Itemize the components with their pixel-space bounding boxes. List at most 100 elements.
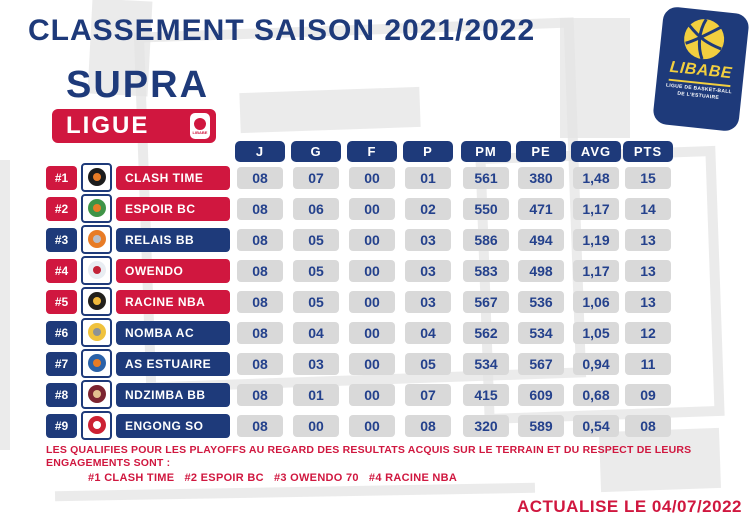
team-logo-mark — [87, 168, 106, 186]
stat-cell-avg: 1,05 — [573, 322, 619, 344]
rank-badge: #5 — [46, 290, 77, 314]
libabe-logo: LIBABE LIGUE DE BASKET-BALL DE L'ESTUAIR… — [652, 5, 750, 133]
background-watermark — [54, 482, 536, 502]
rank-badge: #2 — [46, 197, 77, 221]
stat-cell-g: 00 — [293, 415, 339, 437]
team-name: AS ESTUAIRE — [116, 352, 230, 376]
stat-cell-j: 08 — [237, 384, 283, 406]
team-logo-mark — [87, 199, 106, 217]
page-title: CLASSEMENT SAISON 2021/2022 — [28, 14, 536, 47]
stat-cell-pe: 536 — [518, 291, 564, 313]
stat-cell-g: 05 — [293, 291, 339, 313]
team-logo — [81, 194, 112, 223]
league-name-bar: LIGUE LIBABE — [52, 109, 216, 143]
rank-badge: #6 — [46, 321, 77, 345]
team-logo-accent — [92, 328, 101, 336]
stat-cell-avg: 0,94 — [573, 353, 619, 375]
column-header-f: F — [347, 141, 397, 162]
stat-cell-g: 06 — [293, 198, 339, 220]
stat-cell-avg: 0,68 — [573, 384, 619, 406]
stat-cell-pts: 13 — [625, 229, 671, 251]
stat-cell-pe: 534 — [518, 322, 564, 344]
column-header-pts: PTS — [623, 141, 673, 162]
background-watermark — [560, 18, 630, 138]
stat-cell-pe: 609 — [518, 384, 564, 406]
stat-cell-pm: 550 — [463, 198, 509, 220]
team-name: ESPOIR BC — [116, 197, 230, 221]
rank-badge: #7 — [46, 352, 77, 376]
stat-cell-p: 03 — [405, 260, 451, 282]
stat-cell-pe: 380 — [518, 167, 564, 189]
table-row: #3 RELAIS BB 08 05 00 03 586 494 1,19 13 — [0, 225, 750, 254]
background-watermark — [0, 160, 10, 450]
background-watermark — [239, 86, 421, 134]
stat-cell-pts: 13 — [625, 260, 671, 282]
team-name: OWENDO — [116, 259, 230, 283]
playoffs-note-line1: LES QUALIFIES POUR LES PLAYOFFS AU REGAR… — [46, 444, 692, 456]
stat-cell-j: 08 — [237, 260, 283, 282]
stat-cell-p: 01 — [405, 167, 451, 189]
stat-cell-f: 00 — [349, 384, 395, 406]
team-name: CLASH TIME — [116, 166, 230, 190]
stat-cell-p: 02 — [405, 198, 451, 220]
stat-cell-j: 08 — [237, 415, 283, 437]
mini-basketball-icon — [194, 117, 206, 130]
stat-cell-f: 00 — [349, 229, 395, 251]
team-logo-accent — [92, 421, 101, 429]
stat-cell-avg: 1,17 — [573, 198, 619, 220]
table-row: #2 ESPOIR BC 08 06 00 02 550 471 1,17 14 — [0, 194, 750, 223]
stat-cell-g: 07 — [293, 167, 339, 189]
stat-cell-pts: 11 — [625, 353, 671, 375]
table-row: #6 NOMBA AC 08 04 00 04 562 534 1,05 12 — [0, 318, 750, 347]
team-logo-mark — [87, 261, 106, 279]
stat-cell-f: 00 — [349, 322, 395, 344]
table-row: #8 NDZIMBA BB 08 01 00 07 415 609 0,68 09 — [0, 380, 750, 409]
team-logo — [81, 163, 112, 192]
table-column-headers: J G F P PM PE AVG PTS — [0, 141, 750, 162]
stat-cell-f: 00 — [349, 198, 395, 220]
stat-cell-g: 03 — [293, 353, 339, 375]
table-row: #9 ENGONG SO 08 00 00 08 320 589 0,54 08 — [0, 411, 750, 440]
stat-cell-pts: 15 — [625, 167, 671, 189]
rank-badge: #1 — [46, 166, 77, 190]
stat-cell-pts: 12 — [625, 322, 671, 344]
stat-cell-pm: 561 — [463, 167, 509, 189]
column-header-pm: PM — [461, 141, 511, 162]
stat-cell-g: 05 — [293, 229, 339, 251]
stat-cell-pm: 567 — [463, 291, 509, 313]
team-logo — [81, 380, 112, 409]
column-header-j: J — [235, 141, 285, 162]
stat-cell-pe: 589 — [518, 415, 564, 437]
stat-cell-pts: 13 — [625, 291, 671, 313]
team-logo-mark — [87, 354, 106, 372]
stat-cell-pe: 567 — [518, 353, 564, 375]
team-name: NOMBA AC — [116, 321, 230, 345]
team-logo-mark — [87, 385, 106, 403]
stat-cell-g: 01 — [293, 384, 339, 406]
stat-cell-p: 05 — [405, 353, 451, 375]
team-logo-accent — [92, 173, 101, 181]
stat-cell-j: 08 — [237, 198, 283, 220]
stat-cell-avg: 0,54 — [573, 415, 619, 437]
stat-cell-pe: 494 — [518, 229, 564, 251]
team-name: RACINE NBA — [116, 290, 230, 314]
league-logo: SUPRA LIGUE LIBABE — [52, 64, 216, 143]
qualified-teams-list: #1 CLASH TIME #2 ESPOIR BC #3 OWENDO 70 … — [88, 472, 458, 484]
team-logo-accent — [92, 359, 101, 367]
team-logo-accent — [92, 297, 101, 305]
stat-cell-avg: 1,06 — [573, 291, 619, 313]
table-row: #1 CLASH TIME 08 07 00 01 561 380 1,48 15 — [0, 163, 750, 192]
team-logo-accent — [92, 204, 101, 212]
column-header-pe: PE — [516, 141, 566, 162]
table-rows: #1 CLASH TIME 08 07 00 01 561 380 1,48 15 #2 ESPOIR… — [0, 163, 750, 445]
league-name-bottom: LIGUE — [66, 112, 150, 139]
stat-cell-f: 00 — [349, 167, 395, 189]
stat-cell-j: 08 — [237, 291, 283, 313]
stat-cell-f: 00 — [349, 260, 395, 282]
rank-badge: #8 — [46, 383, 77, 407]
stat-cell-j: 08 — [237, 353, 283, 375]
stat-cell-pm: 534 — [463, 353, 509, 375]
team-logo-mark — [87, 323, 106, 341]
column-header-g: G — [291, 141, 341, 162]
